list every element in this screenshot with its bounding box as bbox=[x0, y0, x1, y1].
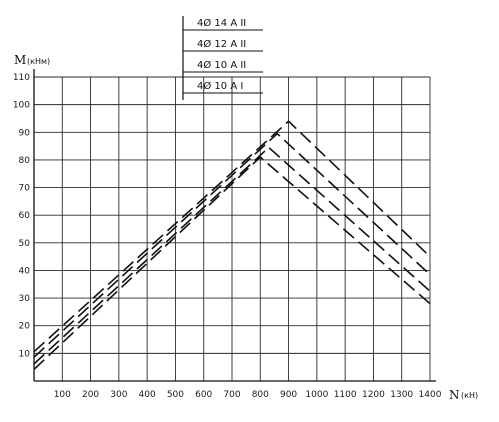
x-tick-label: 600 bbox=[195, 390, 212, 400]
x-tick-label: 700 bbox=[223, 390, 240, 400]
x-tick-label: 800 bbox=[252, 390, 269, 400]
x-tick-label: 400 bbox=[139, 390, 156, 400]
x-tick-label: 100 bbox=[54, 390, 71, 400]
y-tick-label: 30 bbox=[19, 294, 31, 304]
y-tick-label: 60 bbox=[19, 211, 31, 221]
legend-entry-1: 4Ø 14 A II bbox=[197, 17, 246, 29]
x-tick-label: 500 bbox=[167, 390, 184, 400]
x-tick-label: 1200 bbox=[362, 390, 385, 400]
grid bbox=[34, 76, 431, 381]
x-tick-label: 1300 bbox=[390, 390, 413, 400]
x-tick-label: 1400 bbox=[419, 390, 442, 400]
y-tick-label: 50 bbox=[19, 239, 31, 249]
x-axis-unit: (кН) bbox=[461, 391, 478, 400]
y-axis-title: M bbox=[14, 53, 26, 67]
y-tick-label: 70 bbox=[19, 184, 31, 194]
y-tick-label: 20 bbox=[19, 322, 31, 332]
x-tick-label: 1100 bbox=[334, 390, 357, 400]
series-line-4 bbox=[33, 156, 431, 370]
y-tick-label: 90 bbox=[19, 128, 31, 138]
legend-entry-2: 4Ø 12 A II bbox=[197, 38, 246, 50]
x-tick-labels: 100 200 300 400 500 600 700 800 900 1000 1100 1200 1… bbox=[54, 390, 442, 400]
x-tick-label: 900 bbox=[280, 390, 297, 400]
legend-entry-3: 4Ø 10 A II bbox=[197, 59, 246, 71]
axes bbox=[33, 69, 436, 382]
series-line-1 bbox=[33, 120, 431, 353]
y-tick-label: 100 bbox=[13, 101, 30, 111]
x-tick-label: 1000 bbox=[305, 390, 328, 400]
series-line-3 bbox=[33, 146, 431, 365]
x-tick-label: 300 bbox=[110, 390, 127, 400]
x-axis-title: N bbox=[449, 388, 460, 402]
y-tick-label: 80 bbox=[19, 156, 31, 166]
y-tick-label: 40 bbox=[19, 266, 31, 276]
series-lines bbox=[33, 120, 431, 370]
y-tick-label: 10 bbox=[19, 349, 31, 359]
series-line-2 bbox=[33, 132, 431, 358]
y-axis-unit: (кНм) bbox=[27, 57, 50, 66]
y-tick-label: 110 bbox=[13, 73, 30, 83]
legend: 4Ø 14 A II 4Ø 12 A II 4Ø 10 A II 4Ø 10 A I bbox=[182, 16, 263, 100]
legend-entry-4: 4Ø 10 A I bbox=[197, 80, 243, 92]
y-tick-labels: 10 20 30 40 50 60 70 80 90 100 110 bbox=[13, 73, 30, 359]
x-tick-label: 200 bbox=[82, 390, 99, 400]
